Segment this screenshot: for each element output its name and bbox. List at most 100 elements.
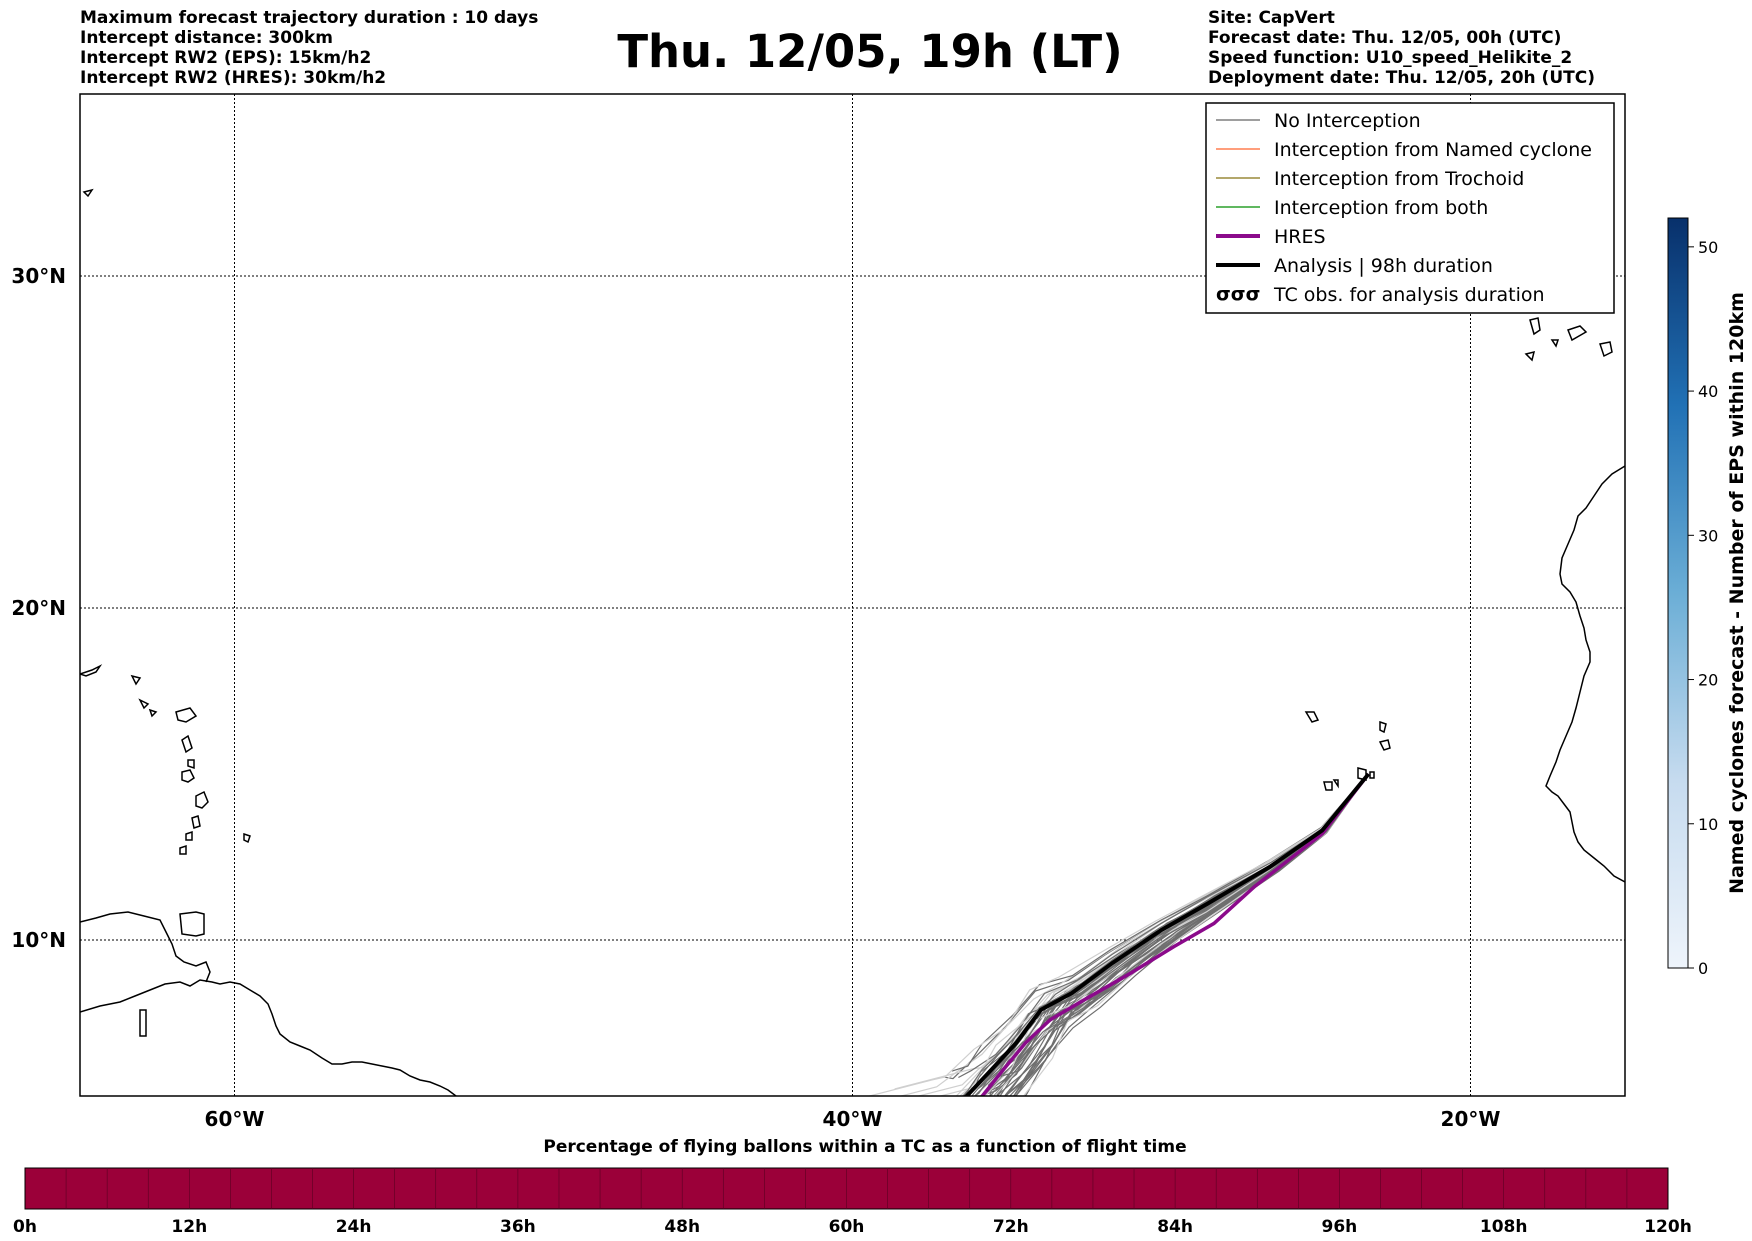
eps-trajectory [898,773,1369,1096]
eps-trajectory [959,773,1369,1096]
timeline-tick-label: 0h [13,1217,37,1237]
south-america-coast [80,979,457,1096]
deployment-date-text: Deployment date: Thu. 12/05, 20h (UTC) [1208,68,1595,88]
cape-verde-island-5 [1369,771,1375,779]
legend-label: Analysis | 98h duration [1274,255,1493,277]
legend-label: Interception from Named cyclone [1274,139,1592,161]
antilles-island-7 [175,707,198,723]
eps-colorbar: Named cyclones forecast - Number of EPS … [1667,217,1748,978]
eps-trajectory [984,773,1369,1096]
main-trajectories [963,772,1371,1096]
antilles-island-8 [187,759,195,770]
hres-trajectory [979,772,1370,1096]
antilles-island-5 [181,769,195,783]
eps-trajectory [997,773,1369,1096]
eps-trajectory [1003,773,1369,1096]
legend-label: Interception from both [1274,197,1488,219]
legend-label: TC obs. for analysis duration [1273,284,1545,306]
header-right-info: Site: CapVert Forecast date: Thu. 12/05,… [1208,8,1595,88]
colorbar-label: Named cyclones forecast - Number of EPS … [1726,292,1748,894]
intercept-hres-text: Intercept RW2 (HRES): 30km/h2 [80,68,387,88]
eps-trajectory [1015,773,1369,1096]
legend-label: HRES [1274,226,1326,248]
antilles-island-3 [185,830,193,841]
eps-trajectory [894,773,1369,1090]
axis-labels: 60°W 40°W 20°W 10°N 20°N 30°N [11,264,1500,1131]
page-title: Thu. 12/05, 19h (LT) [617,25,1123,78]
eps-trajectory [1005,773,1369,1096]
max-duration-text: Maximum forecast trajectory duration : 1… [80,8,539,28]
timeline-tick-label: 48h [664,1217,700,1237]
africa-coast [1545,465,1625,883]
cape-verde-island-3 [1378,739,1391,751]
lat-tick-label: 30°N [11,264,66,288]
timeline-tick-label: 108h [1480,1217,1528,1237]
timeline-tick-label: 36h [500,1217,536,1237]
colorbar-tick-label: 50 [1698,238,1718,257]
header-left-info: Maximum forecast trajectory duration : 1… [80,8,538,88]
cape-verde-island-7 [1332,779,1339,789]
map-grid [80,94,1625,1096]
antilles-island-4 [179,844,187,855]
timeline-tick-label: 120h [1644,1217,1692,1237]
lon-tick-label: 40°W [823,1107,883,1131]
analysis-trajectory [963,772,1371,1096]
eps-trajectory [951,773,1369,1072]
eps-trajectory [1024,773,1369,1096]
tc-obs-symbol: σσσ [1216,283,1260,305]
lon-tick-label: 60°W [205,1107,265,1131]
intercept-distance-text: Intercept distance: 300km [80,28,333,48]
eps-trajectory [1013,773,1369,1096]
antilles-island-9 [243,832,251,844]
canary-island-4 [1599,341,1613,358]
antilles-island-1 [195,790,209,809]
puerto-rico-island [80,664,103,677]
site-text: Site: CapVert [1208,8,1335,28]
lat-tick-label: 10°N [11,928,66,952]
timeline-tick-label: 24h [336,1217,372,1237]
colorbar-tick-label: 0 [1698,959,1708,978]
canary-island-3 [1567,325,1588,342]
eps-trajectory [1015,773,1369,1096]
legend-label: Interception from Trochoid [1274,168,1524,190]
bermuda-like-islet [82,188,94,198]
canary-island-1 [1529,317,1541,336]
eps-trajectory [867,773,1369,1096]
cape-verde-island-6 [1323,781,1333,791]
paria-peninsula [80,911,211,983]
intercept-eps-text: Intercept RW2 (EPS): 15km/h2 [80,48,372,68]
cape-verde-island-1 [1304,711,1320,723]
forecast-date-text: Forecast date: Thu. 12/05, 00h (UTC) [1208,28,1562,48]
colorbar-gradient [1667,217,1689,969]
timeline-tick-label: 96h [1322,1217,1358,1237]
eps-trajectory [1005,773,1369,1096]
flight-time-timeline: Percentage of flying ballons within a TC… [13,1137,1692,1237]
trinidad-island [179,911,205,937]
timeline-title: Percentage of flying ballons within a TC… [543,1137,1186,1157]
timeline-tick-label: 72h [993,1217,1029,1237]
timeline-tick-label: 84h [1157,1217,1193,1237]
legend-label: No Interception [1274,110,1421,132]
colorbar-tick-label: 10 [1698,815,1718,834]
speed-function-text: Speed function: U10_speed_Helikite_2 [1208,48,1573,68]
antilles-island-6 [181,734,193,754]
coastlines [80,188,1625,1096]
eps-trajectory [993,773,1369,1096]
tobago-islands [139,1009,147,1037]
colorbar-tick-label: 40 [1698,382,1718,401]
timeline-tick-label: 60h [829,1217,865,1237]
colorbar-tick-label: 30 [1698,526,1718,545]
eps-trajectory [1013,773,1369,1096]
canary-island-5 [1524,350,1536,362]
legend-box [1205,102,1615,314]
eps-trajectory [1012,773,1369,1096]
legend: No Interception Interception from Named c… [1205,102,1615,314]
canary-island-2 [1550,339,1560,348]
colorbar-tick-label: 20 [1698,671,1718,690]
eps-trajectory [958,773,1369,1079]
timeline-tick-label: 12h [171,1217,207,1237]
map-frame [79,93,1626,1097]
eps-trajectory [1009,773,1369,1096]
virgin-islands [130,674,158,718]
